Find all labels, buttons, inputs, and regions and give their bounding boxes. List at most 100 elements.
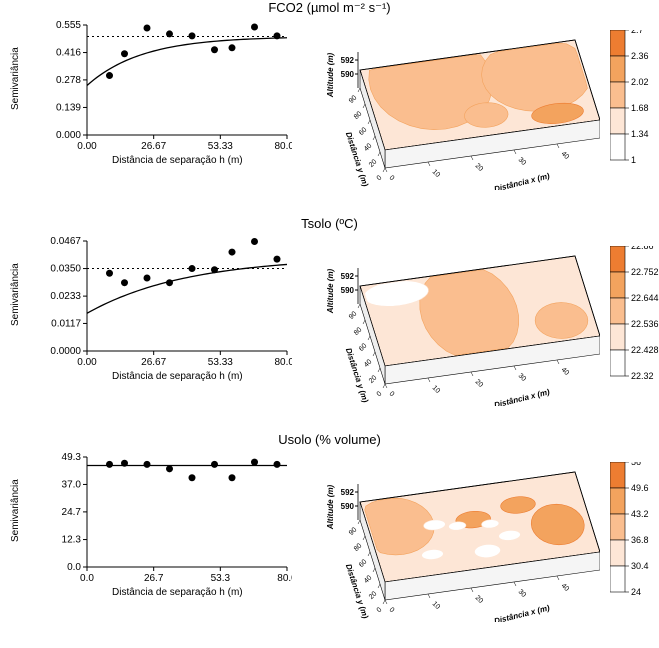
svg-text:20: 20 xyxy=(368,590,379,601)
svg-text:0: 0 xyxy=(376,174,384,182)
svg-text:0.139: 0.139 xyxy=(56,102,81,113)
svg-text:2.7: 2.7 xyxy=(631,30,644,35)
color-legend: 2.7 2.36 2.02 1.68 1.34 1 xyxy=(610,30,659,180)
semivariogram-xlabel: Distância de separação h (m) xyxy=(112,587,243,598)
svg-text:Distância x (m): Distância x (m) xyxy=(493,171,551,190)
svg-text:22.86: 22.86 xyxy=(631,246,654,251)
svg-text:12.3: 12.3 xyxy=(62,535,82,546)
svg-text:20: 20 xyxy=(368,374,379,385)
svg-text:24.7: 24.7 xyxy=(62,507,82,518)
svg-text:Distância x (m): Distância x (m) xyxy=(493,603,551,622)
svg-text:26.67: 26.67 xyxy=(141,357,166,368)
svg-text:30.4: 30.4 xyxy=(631,561,649,571)
svg-text:592: 592 xyxy=(341,488,355,497)
svg-text:1: 1 xyxy=(631,155,636,165)
svg-text:90: 90 xyxy=(348,310,359,321)
svg-text:26.67: 26.67 xyxy=(141,141,166,152)
svg-text:53.3: 53.3 xyxy=(211,573,231,584)
svg-text:30: 30 xyxy=(517,588,528,599)
svg-text:592: 592 xyxy=(341,272,355,281)
svg-text:Altitude (m): Altitude (m) xyxy=(326,268,335,314)
svg-text:80.00: 80.00 xyxy=(274,357,292,368)
svg-text:2.36: 2.36 xyxy=(631,51,649,61)
svg-text:0.00: 0.00 xyxy=(77,357,97,368)
svg-text:60: 60 xyxy=(358,342,369,353)
svg-text:1.34: 1.34 xyxy=(631,129,649,139)
svg-text:10: 10 xyxy=(431,600,442,611)
svg-text:24: 24 xyxy=(631,587,641,597)
svg-text:590: 590 xyxy=(341,286,355,295)
svg-text:22.644: 22.644 xyxy=(631,293,659,303)
semivariogram-plot: 0.0026.6753.3380.000.0000.1390.2780.4160… xyxy=(42,20,292,160)
panel-row: FCO2 (µmol m⁻² s⁻¹)0.0026.6753.3380.000.… xyxy=(0,0,659,216)
svg-text:2.02: 2.02 xyxy=(631,77,649,87)
svg-text:40: 40 xyxy=(363,142,374,153)
panel-row: Tsolo (ºC) 0.00 26.67 53.33 80.00 0.0000 0.011… xyxy=(0,216,659,432)
svg-text:22.536: 22.536 xyxy=(631,319,659,329)
semivariogram-ylabel: Semivariância xyxy=(10,479,21,542)
row-title: FCO2 (µmol m⁻² s⁻¹) xyxy=(0,0,659,16)
svg-text:40: 40 xyxy=(363,574,374,585)
svg-text:49.6: 49.6 xyxy=(631,483,649,493)
svg-text:0.0117: 0.0117 xyxy=(51,318,81,329)
svg-text:0.0: 0.0 xyxy=(67,562,81,573)
svg-text:0.000: 0.000 xyxy=(56,130,81,141)
svg-text:80.00: 80.00 xyxy=(274,141,292,152)
svg-text:0: 0 xyxy=(376,606,384,614)
svg-text:Distância y (m): Distância y (m) xyxy=(344,347,370,404)
svg-text:0.00: 0.00 xyxy=(77,141,97,152)
svg-text:0: 0 xyxy=(388,390,396,398)
svg-text:80.0: 80.0 xyxy=(277,573,292,584)
svg-text:40: 40 xyxy=(363,358,374,369)
svg-text:90: 90 xyxy=(348,94,359,105)
svg-text:0.416: 0.416 xyxy=(56,48,81,59)
row-title: Tsolo (ºC) xyxy=(0,216,659,231)
svg-text:0.0: 0.0 xyxy=(80,573,94,584)
svg-text:43.2: 43.2 xyxy=(631,509,649,519)
surface-plot: 592590Altitude (m)01020304050Distância x… xyxy=(315,447,600,622)
surface-plot: 592590Altitude (m)01020304050Distância x… xyxy=(315,231,600,406)
svg-text:37.0: 37.0 xyxy=(62,479,82,490)
svg-text:0.0233: 0.0233 xyxy=(50,291,81,302)
svg-text:22.428: 22.428 xyxy=(631,345,659,355)
svg-text:90: 90 xyxy=(348,526,359,537)
color-legend: 22.8622.75222.64422.53622.42822.32 xyxy=(610,246,659,396)
svg-text:Altitude (m): Altitude (m) xyxy=(326,52,335,98)
svg-text:1.68: 1.68 xyxy=(631,103,649,113)
svg-text:0.555: 0.555 xyxy=(56,20,81,31)
row-title: Usolo (% volume) xyxy=(0,432,659,447)
svg-text:20: 20 xyxy=(474,594,485,605)
semivariogram-plot: 0.00 26.67 53.33 80.00 0.0000 0.0117 0.0233 0.0… xyxy=(42,236,292,376)
svg-text:60: 60 xyxy=(358,126,369,137)
svg-text:22.752: 22.752 xyxy=(631,267,659,277)
semivariogram-ylabel: Semivariância xyxy=(10,263,21,326)
svg-text:590: 590 xyxy=(341,70,355,79)
svg-text:56: 56 xyxy=(631,462,641,467)
svg-text:Distância y (m): Distância y (m) xyxy=(344,563,370,620)
svg-text:0: 0 xyxy=(376,390,384,398)
svg-text:10: 10 xyxy=(431,168,442,179)
color-legend: 5649.643.236.830.424 xyxy=(610,462,659,612)
svg-text:80: 80 xyxy=(353,326,364,337)
svg-text:590: 590 xyxy=(341,502,355,511)
svg-text:0.278: 0.278 xyxy=(56,75,81,86)
svg-text:53.33: 53.33 xyxy=(208,357,233,368)
svg-text:Distância x (m): Distância x (m) xyxy=(493,387,551,406)
semivariogram-xlabel: Distância de separação h (m) xyxy=(112,155,243,166)
svg-text:0.0467: 0.0467 xyxy=(50,236,81,247)
svg-text:40: 40 xyxy=(560,366,571,377)
svg-text:20: 20 xyxy=(474,378,485,389)
svg-text:592: 592 xyxy=(341,56,355,65)
panel-row: Usolo (% volume) 0.0 26.7 53.3 80.0 0.0 12.3 24… xyxy=(0,432,659,648)
svg-text:0: 0 xyxy=(388,606,396,614)
svg-text:20: 20 xyxy=(474,162,485,173)
svg-text:30: 30 xyxy=(517,156,528,167)
semivariogram-ylabel: Semivariância xyxy=(10,47,21,110)
svg-text:30: 30 xyxy=(517,372,528,383)
semivariogram-plot: 0.026.753.380.00.012.324.737.049.3 xyxy=(42,452,292,592)
svg-text:0.0000: 0.0000 xyxy=(50,346,81,357)
svg-text:Distância y (m): Distância y (m) xyxy=(344,131,370,188)
svg-text:80: 80 xyxy=(353,110,364,121)
svg-text:10: 10 xyxy=(431,384,442,395)
svg-text:26.7: 26.7 xyxy=(144,573,164,584)
